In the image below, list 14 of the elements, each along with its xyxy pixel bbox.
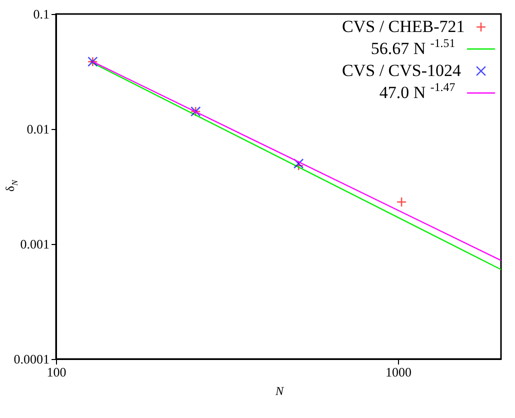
y-tick-label: 0.1: [33, 6, 50, 22]
y-tick-label: 0.0001: [14, 352, 50, 366]
x-tick-label: 100: [46, 364, 66, 380]
legend-label: CVS / CHEB-721: [342, 17, 465, 36]
point: [396, 196, 407, 208]
legend-label: 47.0 N-1.47: [379, 80, 456, 102]
x-tick-label: 1000: [386, 364, 412, 380]
x-axis-title: N: [274, 384, 284, 398]
point: [293, 158, 304, 169]
y-tick-label: 0.001: [20, 236, 50, 252]
y-tick-label: 0.01: [26, 122, 50, 136]
legend-label: 56.67 N-1.51: [370, 36, 456, 58]
legend-label: CVS / CVS-1024: [342, 61, 462, 80]
y-axis-title: δN: [3, 180, 20, 192]
